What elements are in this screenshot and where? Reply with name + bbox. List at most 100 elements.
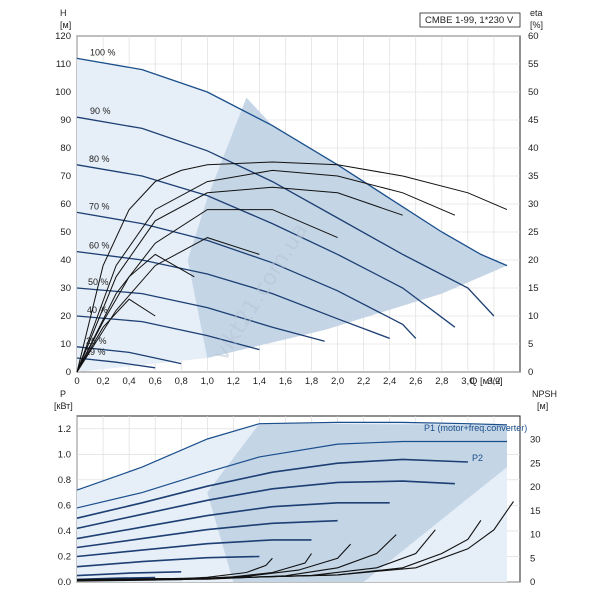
x-tick-label: 1,6 [279, 376, 292, 387]
speed-label: 100 % [90, 47, 116, 57]
legend-p2: P2 [472, 453, 483, 463]
title-box [419, 12, 521, 28]
y-left-tick-label: 110 [56, 59, 71, 70]
y-left-label-bottom: P [60, 389, 66, 399]
speed-label: 19 % [85, 347, 106, 357]
y-right-tick-label: 40 [528, 143, 539, 154]
y-left-tick-label: 50 [60, 227, 71, 238]
y-left-unit-top: [м] [60, 20, 71, 30]
power-curve [76, 421, 508, 491]
speed-label: 50 % [88, 277, 109, 287]
y-left-tick-label: 40 [60, 255, 71, 266]
head-curve [76, 315, 260, 351]
y-right-tick-label: 55 [528, 59, 539, 70]
x-tick-label: 1,2 [227, 376, 240, 387]
y-left-tick-label: 90 [60, 115, 71, 126]
y-left-tick-label: 70 [60, 171, 71, 182]
npsh-tick-label: 25 [530, 458, 541, 469]
y-left-tick-label: 60 [60, 199, 71, 210]
speed-label: 60 % [89, 241, 110, 251]
top-ticks: 0 0,2 0,4 0,6 0,8 1,0 1,2 1,4 1,6 1,8 2,0 2,2 2,4 2,6… [55, 31, 538, 387]
y-left-tick-label: 80 [60, 143, 71, 154]
npsh-tick-label: 5 [530, 553, 535, 564]
head-efficiency-panel: 0 0,2 0,4 0,6 0,8 1,0 1,2 1,4 1,6 1,8 2,0 2,2 2,4 2,6… [55, 8, 543, 387]
head-curve [76, 250, 390, 340]
y-right-tick-label: 60 [528, 31, 539, 42]
y-left-tick-label: 0 [66, 367, 71, 378]
npsh-curve [76, 557, 273, 582]
x-tick-label: 0,2 [96, 376, 109, 387]
y-left-label-top: H [60, 8, 67, 18]
y-left-tick-label: 20 [60, 311, 71, 322]
y-right-tick-label: 30 [528, 199, 539, 210]
y-left-tick-label: 120 [55, 31, 71, 42]
npsh-tick-label: 15 [530, 506, 541, 517]
y-left-unit-bottom: [кВт] [54, 401, 73, 411]
x-tick-label: 2,8 [435, 376, 448, 387]
efficiency-curve [76, 169, 456, 373]
x-tick-label: 0,8 [175, 376, 188, 387]
y-right-label-top: eta [530, 8, 543, 18]
power-curve [76, 440, 507, 509]
speed-label: 90 % [90, 106, 111, 116]
speed-label: 40 % [87, 305, 108, 315]
head-curve [76, 357, 156, 369]
speed-label: 26 % [86, 336, 107, 346]
x-tick-label: 3,2 [487, 376, 500, 387]
p-tick-label: 0.6 [58, 500, 71, 511]
head-curve [76, 346, 182, 365]
power-curve [76, 571, 182, 577]
x-tick-label: 1,4 [253, 376, 266, 387]
p-tick-label: 1.2 [58, 424, 71, 435]
efficiency-curve [76, 237, 260, 373]
npsh-tick-label: 0 [530, 577, 535, 588]
legend-p1: P1 (motor+freq.converter) [424, 423, 527, 433]
y-left-tick-label: 10 [60, 339, 71, 350]
y-right-label-bottom: NPSH [532, 389, 557, 399]
npsh-tick-label: 20 [530, 482, 541, 493]
bottom-ticks: 0.0 0.2 0.4 0.6 0.8 1.0 1.2 0 5 10 15 20 25 30 [58, 424, 541, 588]
head-curve [76, 116, 495, 317]
head-curve [76, 164, 456, 328]
efficiency-series-group [76, 161, 508, 373]
y-right-tick-label: 0 [528, 367, 533, 378]
y-right-tick-label: 10 [528, 311, 539, 322]
y-right-tick-label: 50 [528, 87, 539, 98]
title-box-text: CMBE 1-99, 1*230 V [425, 15, 514, 26]
y-right-tick-label: 15 [528, 283, 539, 294]
x-tick-label: 2,6 [409, 376, 422, 387]
npsh-tick-label: 10 [530, 530, 541, 541]
y-right-tick-label: 45 [528, 115, 539, 126]
p-tick-label: 1.0 [58, 449, 71, 460]
x-tick-label: 0,6 [149, 376, 162, 387]
power-curve [76, 480, 455, 530]
x-tick-label: 2,2 [357, 376, 370, 387]
x-tick-label: 2,4 [383, 376, 396, 387]
y-right-tick-label: 25 [528, 227, 539, 238]
power-curve [76, 539, 312, 558]
power-curve [76, 519, 338, 549]
efficiency-curve [76, 298, 156, 373]
npsh-tick-label: 30 [530, 435, 541, 446]
speed-label: 70 % [89, 201, 110, 211]
efficiency-curve [76, 209, 338, 373]
x-tick-label: 0,4 [123, 376, 136, 387]
top-shade-region [77, 58, 507, 373]
y-left-tick-label: 30 [60, 283, 71, 294]
power-npsh-panel: 0.0 0.2 0.4 0.6 0.8 1.0 1.2 0 5 10 15 20 25 30 P [кВт… [54, 389, 557, 588]
efficiency-curve [76, 161, 508, 373]
power-curve [76, 502, 390, 540]
p-tick-label: 0.8 [58, 475, 71, 486]
y-right-unit-bottom: [м] [537, 401, 548, 411]
power-series-group [76, 421, 508, 581]
y-right-tick-label: 20 [528, 255, 539, 266]
x-tick-label: 2,0 [331, 376, 344, 387]
y-right-unit-top: [%] [530, 20, 543, 30]
y-right-tick-label: 5 [528, 339, 533, 350]
npsh-series-group [76, 501, 514, 582]
y-left-tick-label: 100 [55, 87, 71, 98]
efficiency-curve [76, 186, 403, 373]
x-tick-label: 0 [74, 376, 79, 387]
head-curve [76, 211, 417, 339]
